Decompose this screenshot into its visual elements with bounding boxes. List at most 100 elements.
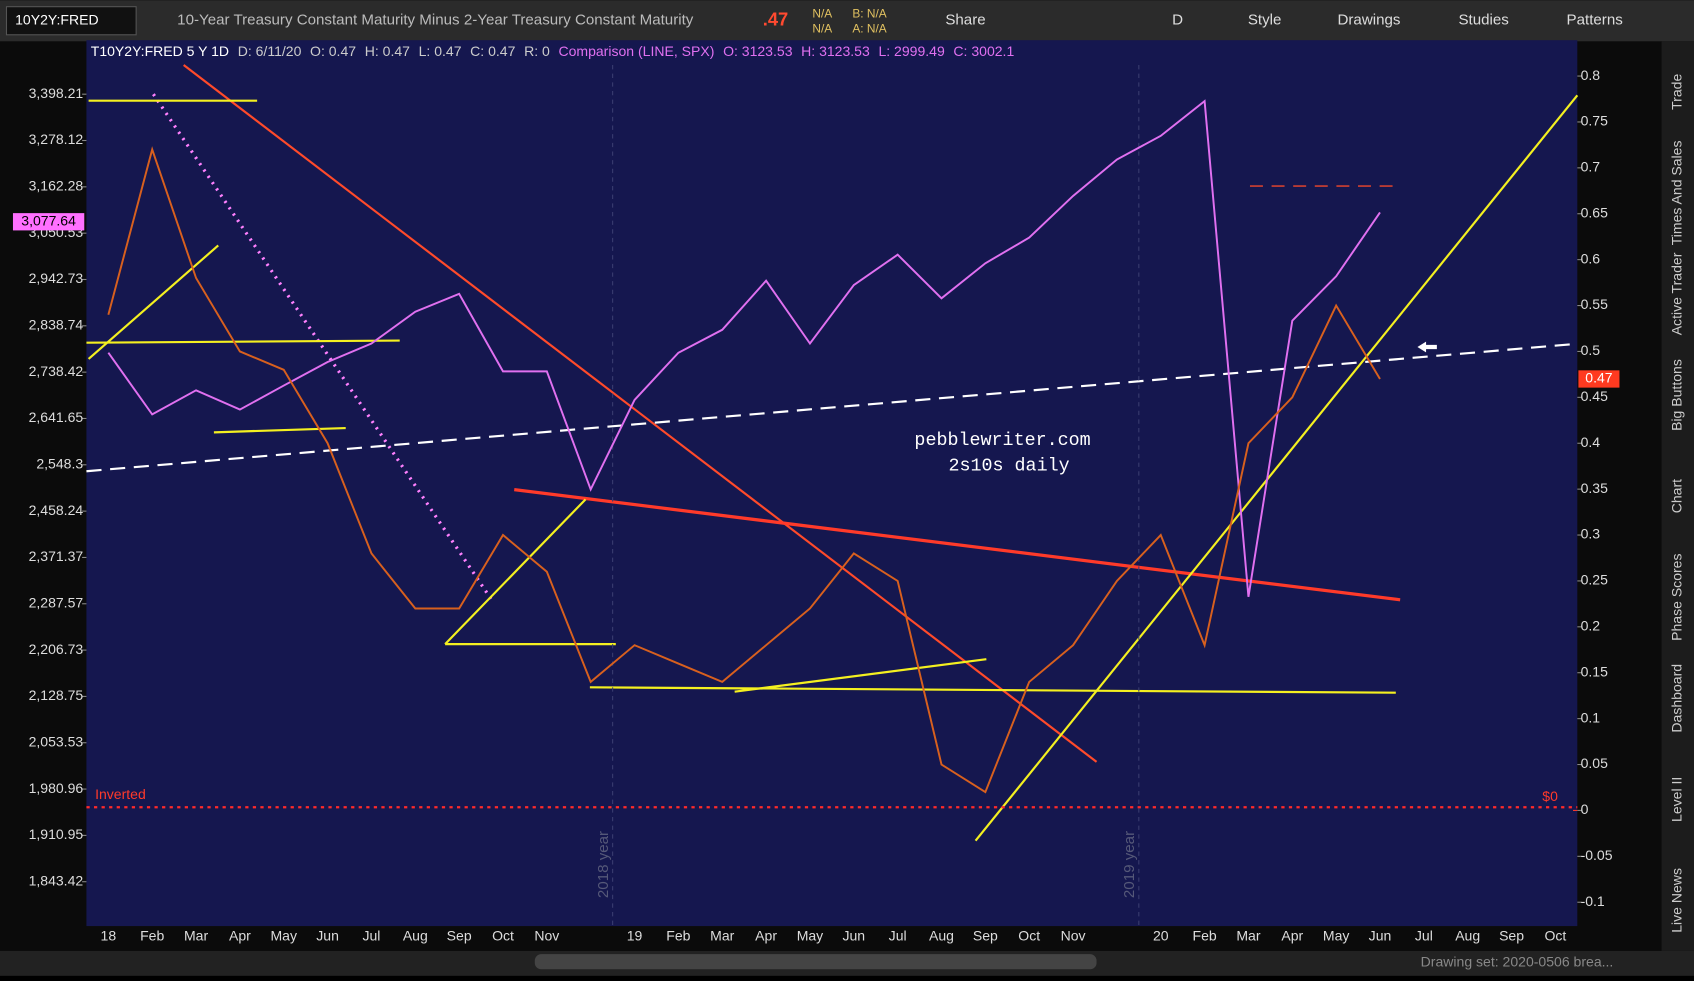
y2-tick-label: 0 [1581,801,1589,817]
y-tick-label: 1,910.95 [29,826,84,842]
y-tick-label: 2,738.42 [29,363,84,379]
x-tick-label: Jun [1369,928,1392,944]
y2-tick-label: 0.3 [1581,526,1601,542]
series-line [107,99,1381,597]
toolbar-button[interactable]: Share [945,12,985,29]
side-tab[interactable]: Live News [1668,868,1684,933]
side-tab[interactable]: Times And Sales [1668,140,1684,245]
toolbar-button[interactable]: Drawings [1337,12,1400,29]
symbol-box[interactable] [5,6,137,36]
y2-tick-label: -0.05 [1581,847,1613,863]
quote: N/A [812,6,832,20]
x-tick-label: Oct [1544,928,1566,944]
y2-tick-label: 0.4 [1581,434,1601,450]
year-watermark: 2019 year [1121,831,1138,898]
y2-tick-label: 0.15 [1581,663,1609,679]
y2-tick-label: 0.45 [1581,388,1609,404]
side-tab[interactable]: Phase Scores [1668,553,1684,640]
drawings [86,64,1579,842]
side-tab[interactable]: Level II [1668,777,1684,822]
x-tick-label: Jul [889,928,907,944]
x-tick-label: 19 [627,928,643,944]
side-tab[interactable]: Trade [1668,74,1684,110]
x-tick-label: Aug [1455,928,1480,944]
trend-line [444,498,587,645]
x-tick-label: Apr [755,928,777,944]
header-field: Comparison (LINE, SPX) [558,43,714,59]
y2-tick-label: 0.65 [1581,204,1609,220]
y-tick-label: 2,641.65 [29,409,84,425]
trend-line [514,488,1401,602]
trend-line [589,686,1396,694]
x-tick-label: Jun [316,928,339,944]
quote: B: N/A [852,6,886,20]
header-field: C: 0.47 [470,43,515,59]
side-tab[interactable]: Active Trader [1668,252,1684,335]
y2-tick-label: 0.7 [1581,159,1601,175]
trend-line [86,339,400,344]
series-line [107,146,1381,794]
toolbar-button[interactable]: Style [1248,12,1282,29]
side-tab[interactable]: Chart [1668,479,1684,513]
x-tick-label: May [1323,928,1350,944]
x-tick-label: Oct [1018,928,1040,944]
y-tick-label: 2,942.73 [29,270,84,286]
side-tab[interactable]: Dashboard [1668,664,1684,733]
quote: A: N/A [852,22,886,36]
year-watermark: 2018 year [595,831,612,898]
y-tick-label: 2,458.24 [29,502,84,518]
note: pebblewriter.com [914,430,1090,451]
y-tick-label: 3,278.12 [29,131,84,147]
side-tab[interactable]: Big Buttons [1668,359,1684,431]
x-tick-label: 20 [1153,928,1169,944]
y2-tick-label: 0.35 [1581,480,1609,496]
y2-tick-label: 0.8 [1581,67,1601,83]
y2-tick-label: -0.1 [1581,893,1605,909]
x-tick-label: Mar [184,928,208,944]
y-tick-label: 3,398.21 [29,85,84,101]
x-tick-label: Jun [842,928,865,944]
header-field: O: 3123.53 [723,43,793,59]
x-tick-label: Feb [140,928,164,944]
header-field: R: 0 [524,43,550,59]
x-tick-label: Aug [929,928,954,944]
x-tick-label: Apr [1281,928,1303,944]
y2-tick-label: 0.1 [1581,709,1601,725]
x-tick-label: Mar [1236,928,1260,944]
toolbar-button[interactable]: Patterns [1567,12,1624,29]
x-tick-label: Jul [362,928,380,944]
last-price: .47 [763,9,789,30]
y-tick-label: 2,128.75 [29,687,84,703]
y-tick-label: 2,838.74 [29,317,84,333]
header-field: C: 3002.1 [953,43,1014,59]
note: 2s10s daily [948,456,1069,477]
header-field: H: 3123.53 [801,43,870,59]
trend-line [87,244,219,360]
x-tick-label: Feb [666,928,690,944]
status: Drawing set: 2020-0506 brea... [1421,954,1614,970]
y2-tick-label: 0.55 [1581,296,1609,312]
x-tick-label: Aug [403,928,428,944]
price-tag [12,213,85,231]
x-tick-label: Sep [447,928,472,944]
x-tick-label: 18 [101,928,117,944]
x-tick-label: May [270,928,297,944]
inverted-label: Inverted [95,786,146,802]
side-panel [1661,41,1694,951]
header-field: L: 2999.49 [878,43,945,59]
x-tick-label: Feb [1193,928,1217,944]
toolbar-button[interactable]: Studies [1458,12,1509,29]
trend-line [734,658,987,693]
y-tick-label: 2,053.53 [29,733,84,749]
price-tag-label: 3,077.64 [21,212,76,228]
y-tick-label: 2,548.3 [36,455,83,471]
x-tick-label: Jul [1415,928,1433,944]
y-tick-label: 2,371.37 [29,548,84,564]
y2-tick-label: 0.05 [1581,755,1609,771]
toolbar-button[interactable]: D [1172,12,1183,29]
scrollbar[interactable] [534,954,1097,970]
header-field: L: 0.47 [419,43,462,59]
symbol: 10Y2Y:FRED [15,11,98,27]
